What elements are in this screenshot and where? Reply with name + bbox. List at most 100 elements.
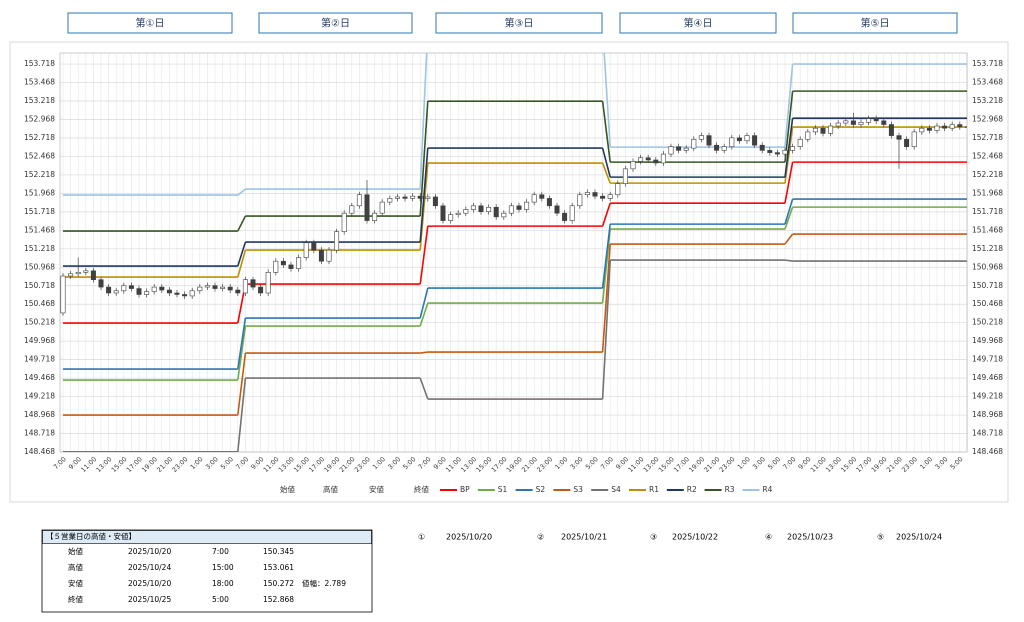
y-tick-label: 150.968 [24,262,55,271]
date-legend-date: 2025/10/20 [446,533,492,542]
date-legend-mark: ② [537,533,544,542]
pivot-connector [419,148,429,243]
y2-tick-label: 150.218 [972,318,1003,327]
y-tick-label: 148.468 [24,447,55,456]
legend-label: R2 [687,485,697,494]
candle-body [858,122,864,125]
pivot-connector [784,64,794,148]
candle-body [949,124,955,129]
legend-label: 始値 [280,484,295,494]
candle-body [524,201,530,210]
candle-body [812,127,818,133]
y-tick-label: 151.468 [24,225,55,234]
candle-body [493,206,499,218]
summary-cell: 2025/10/20 [128,579,171,588]
pivot-connector [237,241,247,267]
legend-label: BP [460,485,470,494]
pivot-connector [601,202,611,227]
y-tick-label: 152.468 [24,151,55,160]
candle-body [227,286,233,291]
legend-label: 終値 [414,484,429,494]
candle-body [957,124,963,128]
y2-tick-label: 149.718 [972,355,1003,364]
candle-body [296,257,302,269]
candle-body [394,196,400,199]
candle-body [265,272,271,294]
y2-tick-label: 152.968 [972,115,1003,124]
candle-body [516,205,522,210]
pivot-connector [237,325,247,381]
date-legend-mark: ④ [765,533,772,542]
legend-label: S2 [536,485,546,494]
candle-body [797,139,803,147]
candle-body [364,194,370,221]
candle-body [888,124,894,136]
date-legend-date: 2025/10/24 [896,533,942,542]
pivot-connector [419,226,429,285]
candle-body [417,195,423,199]
date-legend-mark: ① [418,533,425,542]
y-tick-label: 149.718 [24,355,55,364]
candle-body [714,144,720,151]
y-tick-label: 148.968 [24,410,55,419]
y-tick-label: 150.468 [24,299,55,308]
pivot-connector [601,224,611,289]
candle-body [189,290,195,297]
pivot-connector [784,161,794,204]
y2-tick-label: 151.968 [972,188,1003,197]
y-tick-label: 150.718 [24,281,55,290]
candle-body [698,135,704,140]
day-header: 第②日 [321,17,350,30]
candle-body [356,194,362,207]
candle-body [896,135,902,140]
candle-body [83,270,89,273]
y2-tick-label: 149.218 [972,392,1003,401]
y2-tick-label: 148.968 [972,410,1003,419]
candle-body [736,137,742,142]
candle-body [250,279,256,288]
candle-body [303,242,309,258]
candle-body [820,127,826,134]
candle-body [470,205,476,210]
candle-body [790,146,796,151]
legend-label: S3 [573,485,583,494]
y-tick-label: 150.218 [24,318,55,327]
y2-tick-label: 153.218 [972,96,1003,105]
day-header: 第①日 [136,17,165,30]
summary-cell: 150.345 [263,547,294,556]
pivot-connector [784,259,793,262]
candle-body [455,212,461,215]
y-tick-label: 153.468 [24,78,55,87]
pivot-connector [237,377,247,452]
summary-cell: 終値 [68,594,83,604]
candle-body [828,125,834,134]
candle-body [645,157,651,161]
candle-body [273,260,279,273]
legend-label: S4 [611,485,621,494]
candle-body [569,205,575,221]
y-tick-label: 151.718 [24,207,55,216]
candle-body [706,135,712,146]
summary-cell: 高値 [68,562,83,572]
candle-body [508,205,514,214]
candle-body [121,285,127,292]
day-header-box [258,12,413,34]
plot-border [59,52,968,453]
summary-cell: 150.272 [263,579,294,588]
day-header: 第⑤日 [861,17,890,30]
candle-body [197,286,203,292]
candle-body [676,146,682,151]
summary-cell: 2025/10/25 [128,595,171,604]
candle-body [759,144,765,151]
candle-body [372,212,378,221]
candle-body [151,286,157,292]
pivot-connector [784,206,794,230]
candle-body [904,139,910,147]
summary-cell: 153.061 [263,563,294,572]
summary-cell: 2025/10/24 [128,563,171,572]
y2-tick-label: 151.718 [972,207,1003,216]
pivot-connector [601,101,611,163]
candle-body [683,147,689,151]
pivot-connector [784,198,794,225]
candle-body [432,196,438,207]
